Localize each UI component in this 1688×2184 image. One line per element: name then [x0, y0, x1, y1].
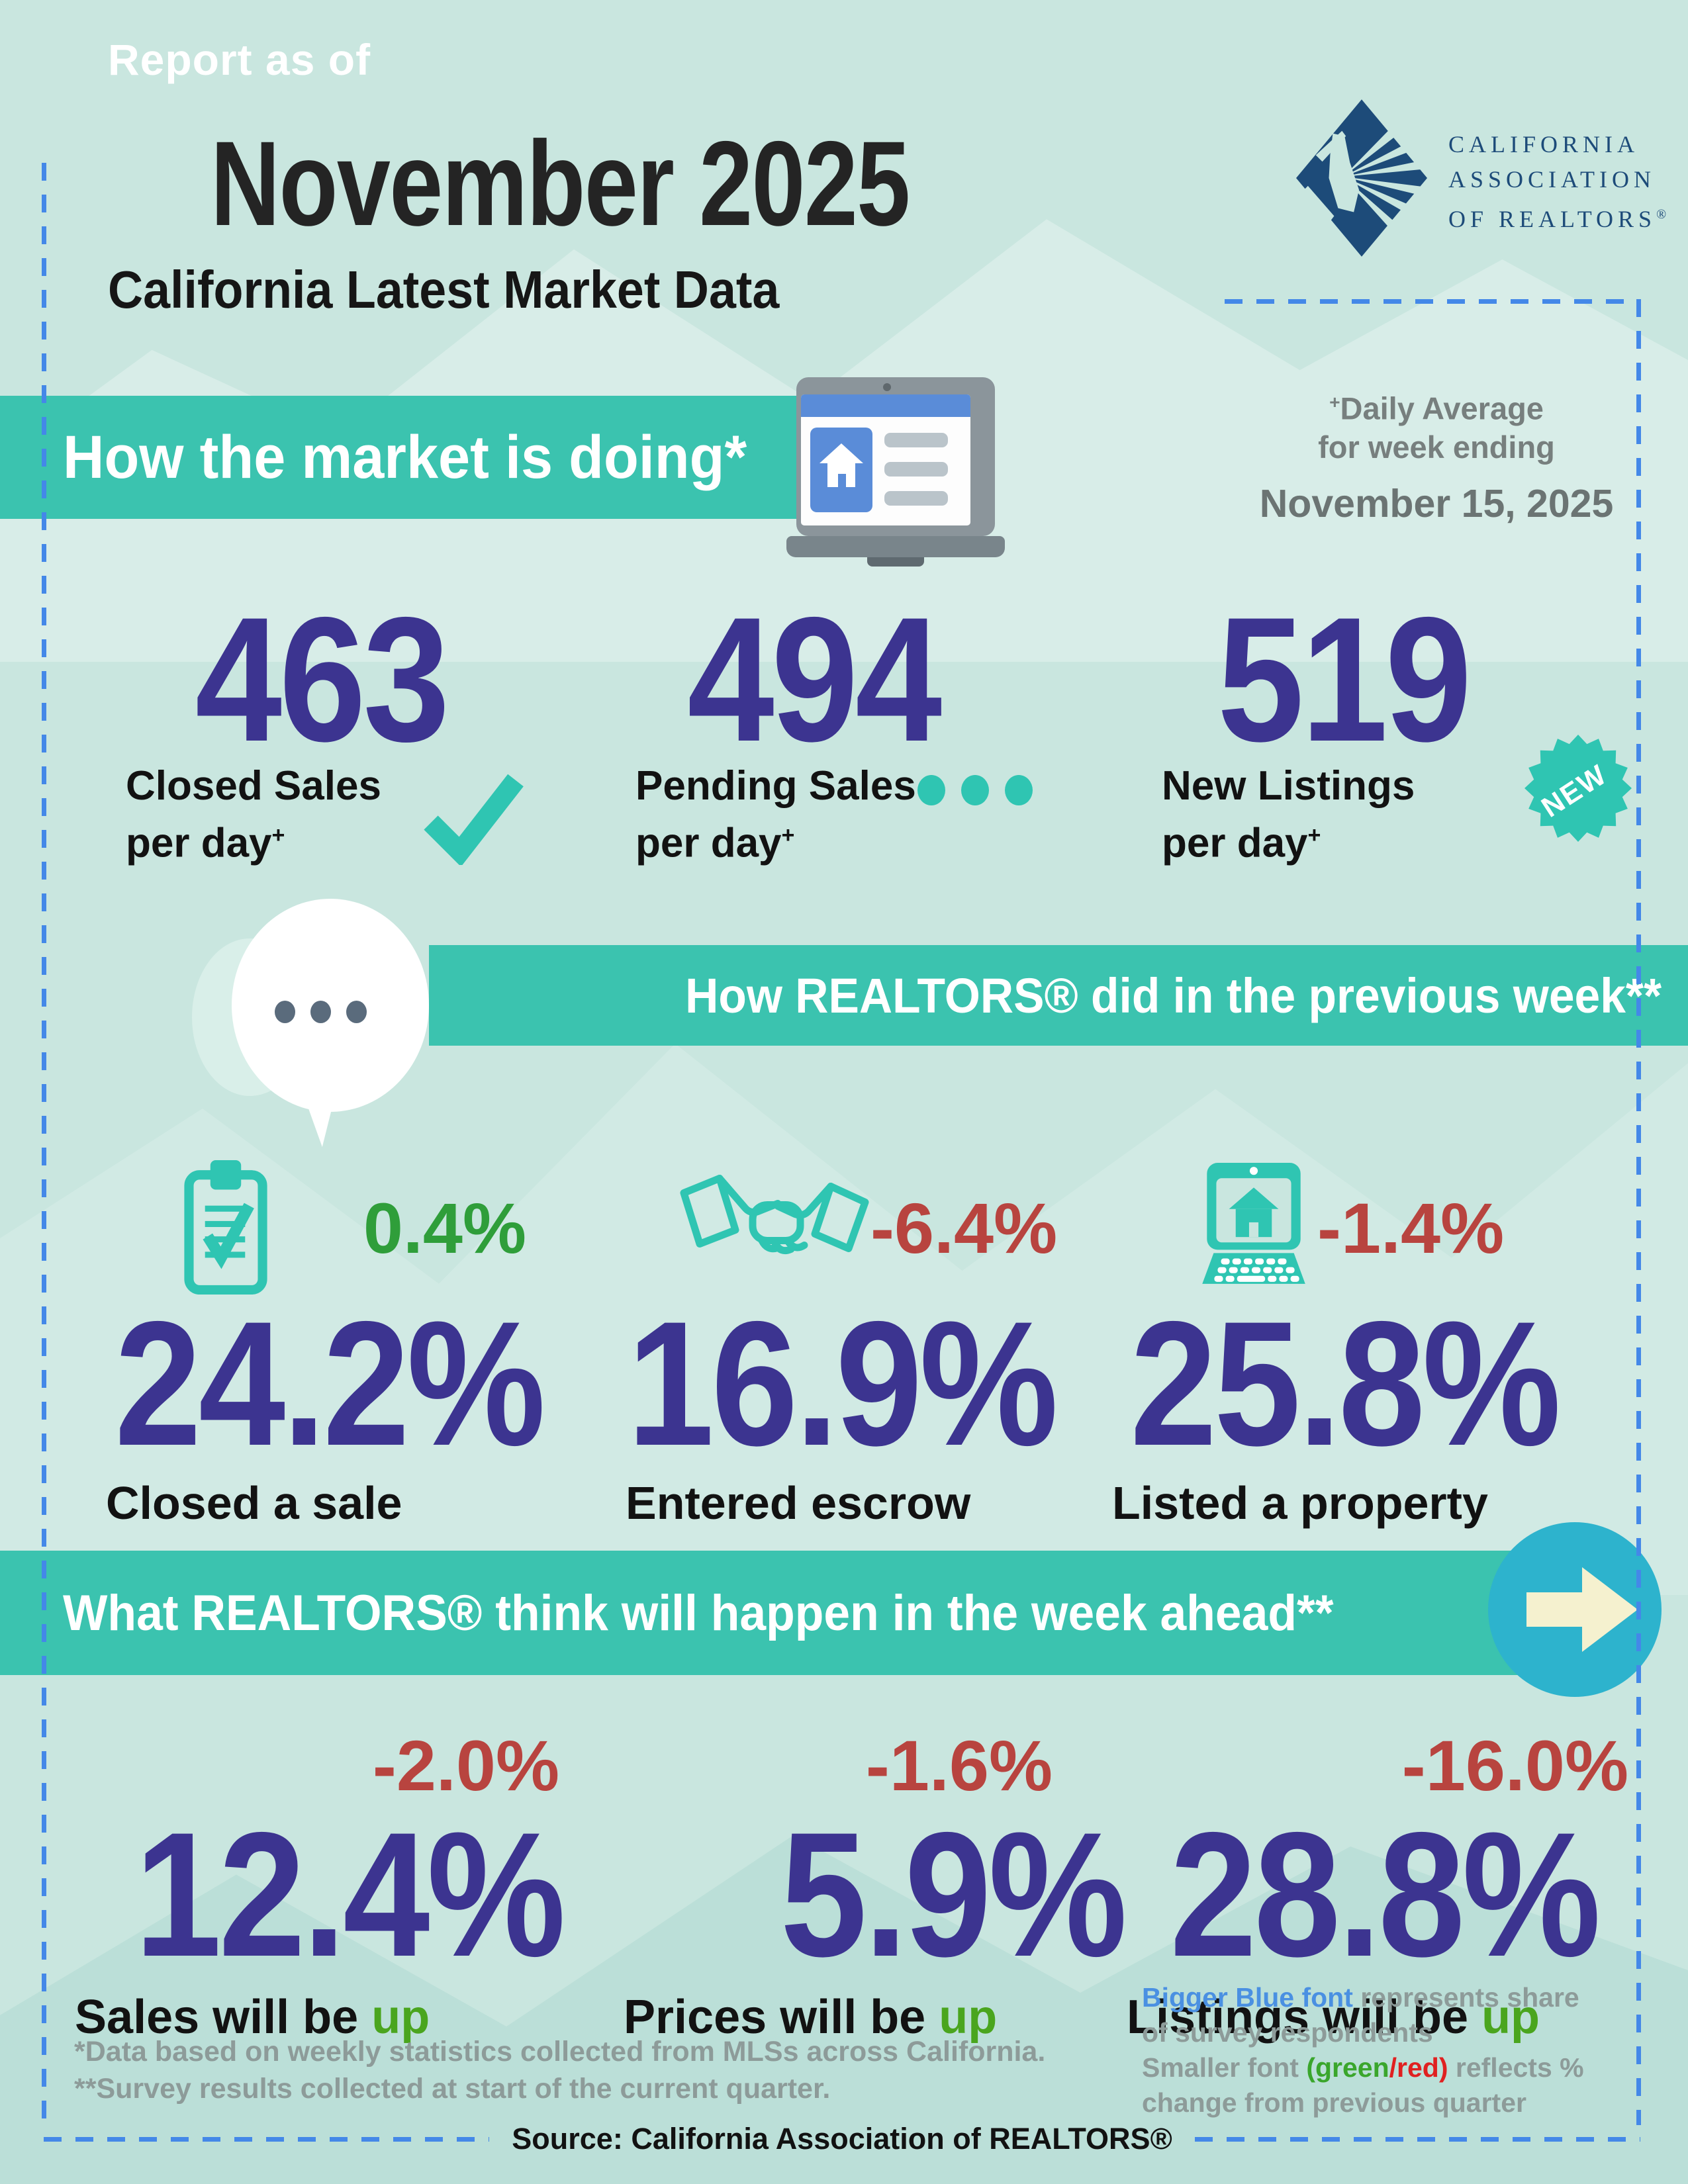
listings-forecast-stat: -16.0% 28.8% Listings will be up	[1099, 1729, 1628, 2044]
listed-a-property-change: -1.4%	[1317, 1187, 1505, 1268]
new-badge-icon: NEW	[1524, 735, 1632, 845]
daily-average-line2: for week ending	[1318, 429, 1555, 465]
sales-forecast-value: 12.4%	[134, 1795, 566, 1993]
house-listing-tile-icon	[810, 428, 872, 512]
entered-escrow-label: Entered escrow	[626, 1477, 971, 1529]
laptop-home-search-icon	[786, 377, 1005, 567]
closed-a-sale-change: 0.4%	[363, 1187, 526, 1268]
dashed-border-left	[42, 163, 46, 2125]
entered-escrow-stat: -6.4% 16.9% Entered escrow	[616, 1158, 1058, 1529]
laptop-camera-dot	[883, 383, 891, 391]
legend-red-text: /red)	[1389, 2052, 1448, 2083]
dashed-border-right	[1636, 299, 1641, 2125]
new-listings-stat: 519 New Listings per day+ NEW	[1145, 580, 1632, 868]
week-ahead-band: What REALTORS® think will happen in the …	[0, 1551, 1620, 1675]
week-ahead-band-title: What REALTORS® think will happen in the …	[63, 1584, 1334, 1641]
previous-week-band-title: How REALTORS® did in the previous week**	[685, 968, 1662, 1023]
listing-text-lines	[884, 428, 948, 512]
closed-a-sale-stat: 0.4% 24.2% Closed a sale	[106, 1158, 545, 1529]
prices-forecast-value: 5.9%	[780, 1795, 1127, 1993]
clipboard-check-icon	[182, 1158, 269, 1298]
sales-forecast-change: -2.0%	[372, 1725, 559, 1805]
sales-forecast-stat: -2.0% 12.4% Sales will be up	[70, 1725, 566, 2044]
prices-up-word: up	[939, 1991, 998, 2044]
entered-escrow-change: -6.4%	[870, 1187, 1058, 1268]
sales-forecast-label: Sales will be up	[75, 1991, 430, 2044]
car-logo: CALIFORNIA ASSOCIATION OF REALTORS®	[1296, 99, 1671, 260]
prices-forecast-change: -1.6%	[865, 1725, 1053, 1805]
listed-a-property-label: Listed a property	[1112, 1477, 1488, 1529]
laptop-base	[786, 536, 1005, 557]
report-as-of-label: Report as of	[108, 35, 371, 84]
pending-sales-stat: 494 Pending Sales per day+	[619, 580, 1043, 868]
listings-forecast-label: Listings will be up	[1127, 1991, 1540, 2044]
market-section-band: How the market is doing*	[0, 396, 863, 519]
dashed-border-bottom-right	[1194, 2136, 1641, 2142]
footnote-line1: *Data based on weekly statistics collect…	[74, 2036, 1046, 2068]
prices-forecast-stat: -1.6% 5.9% Prices will be up	[589, 1725, 1127, 2044]
ellipsis-dots-icon	[917, 775, 1033, 805]
laptop-house-icon	[1190, 1160, 1317, 1297]
closed-a-sale-label: Closed a sale	[106, 1477, 402, 1529]
handshake-icon	[679, 1165, 870, 1291]
legend-green-text: (green	[1306, 2052, 1389, 2083]
car-logo-line2: ASSOCIATION	[1448, 166, 1656, 193]
closed-sales-value: 463	[195, 580, 450, 778]
closed-sales-stat: 463 Closed Sales per day+	[109, 580, 533, 868]
previous-week-band: How REALTORS® did in the previous week**	[429, 945, 1688, 1046]
listings-up-word: up	[1481, 1991, 1540, 2044]
new-listings-value: 519	[1217, 580, 1472, 778]
footnote-line2: **Survey results collected at start of t…	[74, 2073, 831, 2105]
laptop-screen-header-bar	[801, 394, 970, 417]
dashed-border-bottom-left	[44, 2136, 490, 2142]
car-logo-line3: OF REALTORS®	[1448, 206, 1671, 232]
footnotes: *Data based on weekly statistics collect…	[74, 2033, 1045, 2107]
speech-bubbles-icon	[189, 893, 440, 1148]
daily-average-line1: +Daily Average	[1329, 390, 1544, 426]
new-listings-label: New Listings per day+	[1162, 763, 1415, 866]
source-text: Source: California Association of REALTO…	[512, 2122, 1172, 2156]
daily-average-note: +Daily Average for week ending November …	[1244, 383, 1628, 526]
page-title: November 2025	[211, 116, 910, 251]
listings-forecast-change: -16.0%	[1401, 1725, 1628, 1805]
car-logo-diamond-icon	[1296, 99, 1427, 260]
checkmark-icon	[420, 766, 526, 868]
closed-a-sale-value: 24.2%	[115, 1284, 545, 1482]
closed-sales-label: Closed Sales per day+	[126, 763, 381, 866]
prices-forecast-label: Prices will be up	[624, 1991, 998, 2044]
page-subtitle: California Latest Market Data	[108, 260, 780, 319]
pending-sales-label: Pending Sales per day+	[635, 763, 916, 866]
dashed-border-top	[1225, 299, 1638, 304]
forward-arrow-icon	[1488, 1522, 1662, 1697]
week-ending-date: November 15, 2025	[1259, 481, 1614, 525]
market-band-title: How the market is doing*	[63, 423, 747, 491]
color-legend: Bigger Blue font represents share of sur…	[1142, 1982, 1584, 2118]
listed-a-property-stat: -1.4% 25.8% Listed a property	[1092, 1158, 1561, 1529]
sales-up-word: up	[371, 1991, 430, 2044]
listings-forecast-value: 28.8%	[1170, 1795, 1601, 1993]
legend-blue-text: Bigger Blue font	[1142, 1982, 1353, 2013]
listed-a-property-value: 25.8%	[1130, 1284, 1561, 1482]
entered-escrow-value: 16.9%	[627, 1284, 1058, 1482]
source-row: Source: California Association of REALTO…	[44, 2122, 1641, 2156]
laptop-foot	[867, 557, 924, 567]
laptop-screen	[801, 394, 970, 525]
pending-sales-value: 494	[687, 580, 942, 778]
registered-mark: ®	[1656, 207, 1671, 222]
car-logo-text: CALIFORNIA ASSOCIATION OF REALTORS®	[1448, 99, 1671, 237]
car-logo-line1: CALIFORNIA	[1448, 131, 1640, 158]
